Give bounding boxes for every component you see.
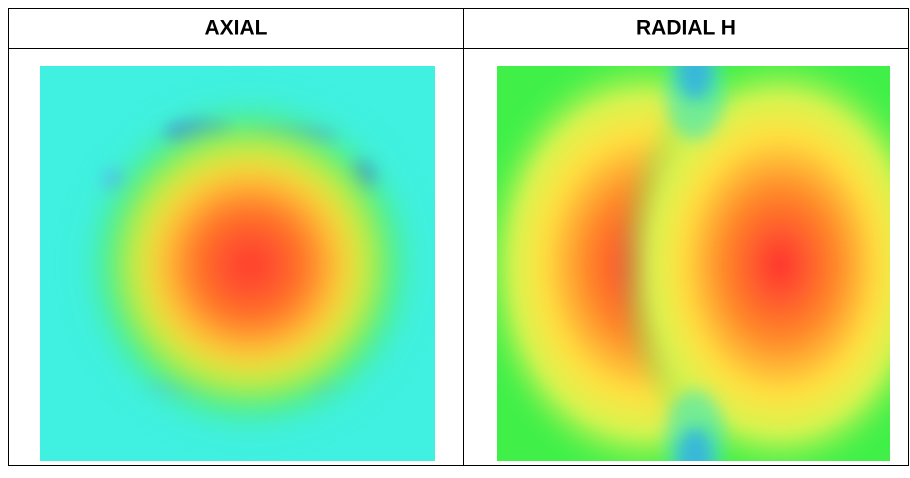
axial-heatmap	[40, 66, 435, 461]
table-frame	[8, 8, 909, 466]
radial-heatmap	[497, 66, 890, 461]
column-header: AXIAL	[205, 17, 268, 40]
column-header: RADIAL H	[636, 17, 736, 40]
